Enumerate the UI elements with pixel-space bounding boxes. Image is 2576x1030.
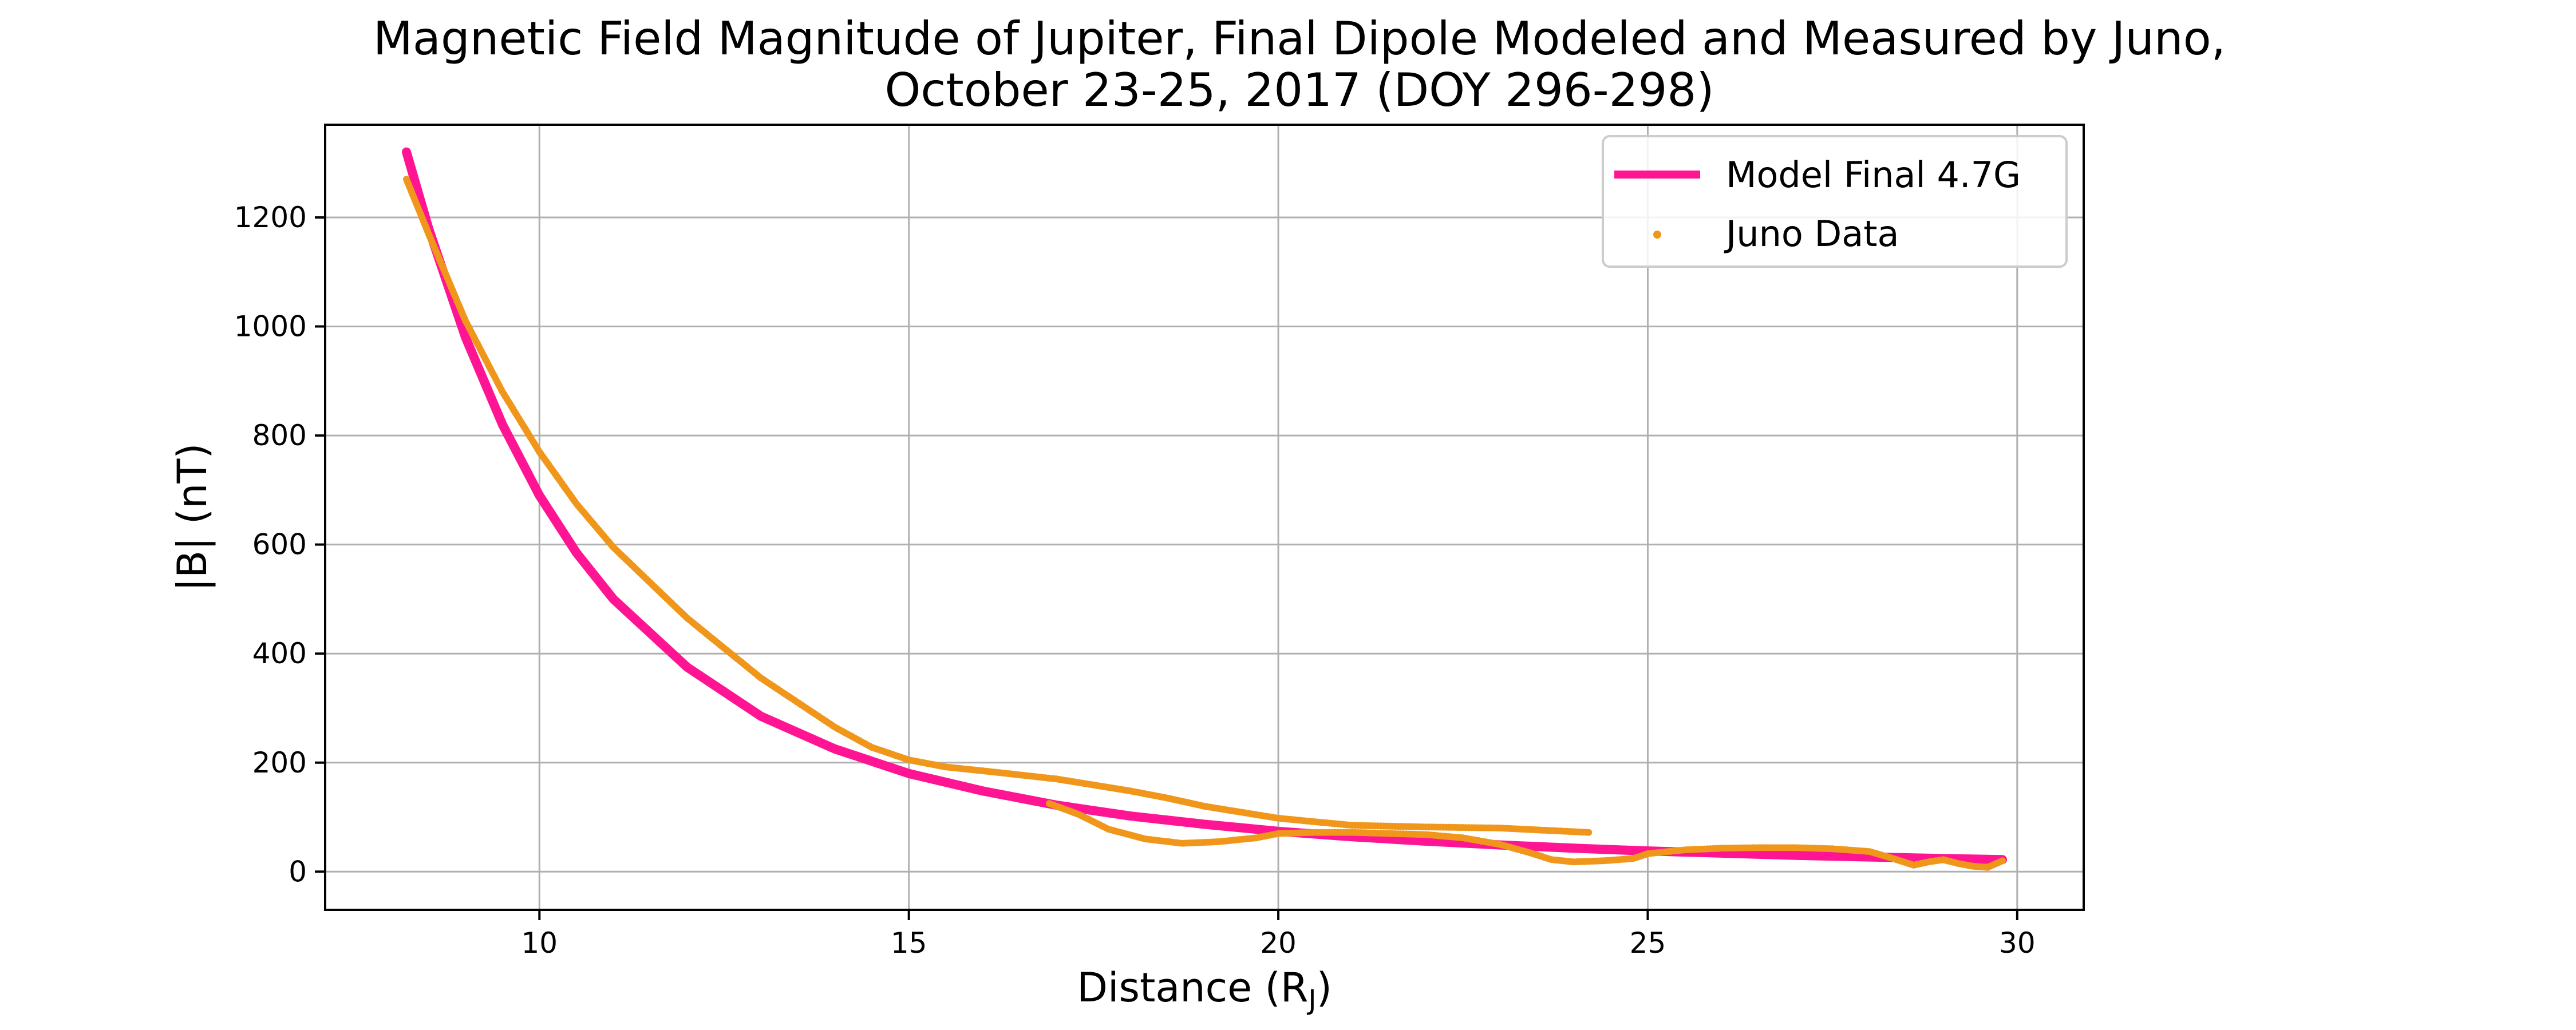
legend: Model Final 4.7G Juno Data: [1602, 135, 2068, 268]
y-tick-label: 1200: [234, 201, 307, 234]
juno-data-segment: [1045, 800, 2006, 871]
x-axis-label: Distance (RJ): [1077, 964, 1332, 1016]
x-tick-label: 25: [1630, 926, 1666, 960]
chart-title-line2: October 23-25, 2017 (DOY 296-298): [884, 64, 1714, 117]
y-tick-label: 1000: [234, 310, 307, 343]
x-tick-label: 10: [521, 926, 558, 960]
juno-data-point: [1999, 857, 2006, 865]
juno-data-point: [1585, 829, 1593, 836]
x-axis-label-end: ): [1317, 964, 1332, 1011]
y-axis-label: |B| (nT): [169, 443, 216, 591]
x-tick-label: 30: [1999, 926, 2036, 960]
plot-frame: [324, 124, 2085, 911]
axis-ticks: 10 15 20 25 30 0 200 400 600 800 1000 1200: [234, 201, 2036, 960]
x-tick-label: 20: [1260, 926, 1297, 960]
model-series-line: [402, 147, 2007, 865]
y-tick-label: 0: [289, 855, 307, 888]
chart-title-line1: Magnetic Field Magnitude of Jupiter, Fin…: [373, 12, 2226, 65]
y-tick-label: 800: [252, 419, 307, 452]
y-tick-label: 400: [252, 637, 307, 670]
juno-data-segment: [403, 176, 1593, 836]
series-layer: [402, 147, 2007, 871]
x-axis-label-subscript: J: [1306, 984, 1316, 1016]
legend-model-label: Model Final 4.7G: [1726, 154, 2021, 196]
grid: [325, 125, 2084, 910]
y-tick-label: 200: [252, 746, 307, 779]
legend-box: [1602, 135, 2068, 268]
x-axis-label-text: Distance (R: [1077, 964, 1308, 1011]
x-tick-label: 15: [891, 926, 927, 960]
legend-juno-label: Juno Data: [1724, 213, 1899, 255]
legend-juno-swatch: [1653, 231, 1661, 239]
y-tick-label: 600: [252, 528, 307, 561]
